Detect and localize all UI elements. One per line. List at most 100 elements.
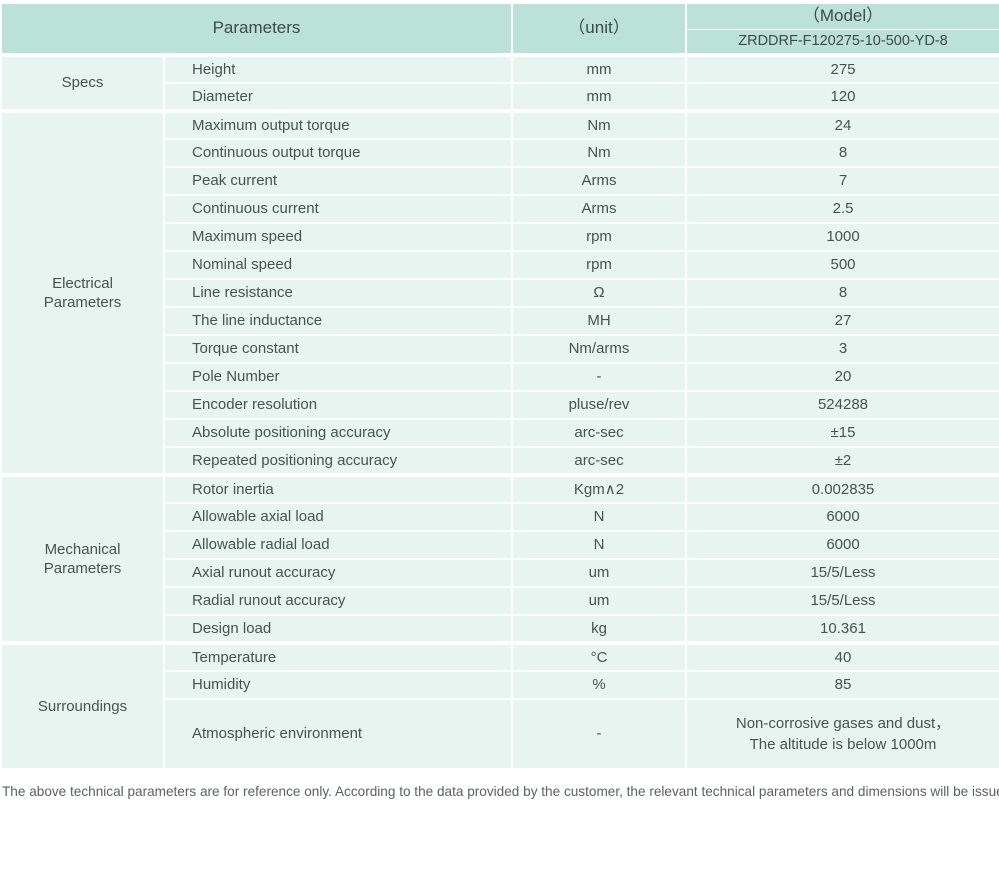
table-row: Allowable axial load N 6000 <box>1 502 999 532</box>
table-row: Maximum speed rpm 1000 <box>1 222 999 252</box>
unit-header: （unit） <box>511 2 687 56</box>
table-row: Encoder resolution pluse/rev 524288 <box>1 390 999 420</box>
table-row: Pole Number -20 <box>1 362 999 392</box>
parameter-value: 10.361 <box>685 614 999 644</box>
parameters-header: Parameters <box>0 2 513 56</box>
parameter-name: Continuous current <box>163 194 513 224</box>
parameter-unit: Arms <box>511 166 687 196</box>
group-label: Mechanical Parameters <box>0 474 165 644</box>
parameter-value: 120 <box>685 82 999 112</box>
parameter-unit: rpm <box>511 250 687 280</box>
parameter-name: Absolute positioning accuracy <box>163 418 513 448</box>
table-row: Continuous output torque Nm 8 <box>1 138 999 168</box>
parameter-unit: arc-sec <box>511 446 687 476</box>
parameter-unit: Nm <box>511 138 687 168</box>
parameter-unit: Ω <box>511 278 687 308</box>
parameter-unit: N <box>511 530 687 560</box>
parameter-unit: Nm <box>511 110 687 140</box>
parameter-unit: % <box>511 670 687 700</box>
spec-table: Parameters （unit） （Model） ZRDDRF-F120275… <box>0 2 999 770</box>
table-row: Atmospheric environment - Non-corrosive ga… <box>1 698 999 770</box>
parameter-value: ±2 <box>685 446 999 476</box>
footnote: The above technical parameters are for r… <box>2 784 999 799</box>
table-row: Peak current Arms 7 <box>1 166 999 196</box>
parameter-unit: kg <box>511 614 687 644</box>
parameter-unit: Arms <box>511 194 687 224</box>
parameter-value: 8 <box>685 138 999 168</box>
parameter-name: The line inductance <box>163 306 513 336</box>
table-row: Repeated positioning accuracy arc-sec ±2 <box>1 446 999 476</box>
group-surroundings: Surroundings Temperature °C 40 Humidity% 85 At… <box>0 642 999 770</box>
parameter-value: 524288 <box>685 390 999 420</box>
parameter-value: Non-corrosive gases and dust， The altitud… <box>685 698 999 770</box>
table-row: Mechanical Parameters Rotor inertia Kgm∧2 0… <box>0 474 999 644</box>
parameter-value: 24 <box>685 110 999 140</box>
group-label: Electrical Parameters <box>0 110 165 476</box>
parameter-unit: pluse/rev <box>511 390 687 420</box>
parameter-value: 8 <box>685 278 999 308</box>
table-row: Allowable radial load N 6000 <box>1 530 999 560</box>
parameter-unit: um <box>511 558 687 588</box>
table-row: Specs Height mm 275 <box>0 54 999 112</box>
parameter-unit: - <box>511 362 687 392</box>
group-label: Surroundings <box>0 642 165 770</box>
parameter-unit: rpm <box>511 222 687 252</box>
table-row: Surroundings Temperature °C 40 <box>0 642 999 770</box>
parameter-unit: Kgm∧2 <box>511 474 687 504</box>
parameter-name: Radial runout accuracy <box>163 586 513 616</box>
parameter-value: 1000 <box>685 222 999 252</box>
table-row: Line resistance Ω 8 <box>1 278 999 308</box>
parameter-value: 85 <box>685 670 999 700</box>
parameter-name: Peak current <box>163 166 513 196</box>
parameter-value: 3 <box>685 334 999 364</box>
parameter-unit: N <box>511 502 687 532</box>
parameter-unit: °C <box>511 642 687 672</box>
group-mechanical-parameters: Mechanical Parameters Rotor inertia Kgm∧2 0… <box>0 474 999 644</box>
parameter-name: Allowable radial load <box>163 530 513 560</box>
table-row: The line inductance MH 27 <box>1 306 999 336</box>
parameter-name: Continuous output torque <box>163 138 513 168</box>
parameter-name: Humidity <box>163 670 513 700</box>
parameter-name: Repeated positioning accuracy <box>163 446 513 476</box>
table-row: Electrical Parameters Maximum output torq… <box>0 110 999 476</box>
table-row: Radial runout accuracy um 15/5/Less <box>1 586 999 616</box>
model-header: （Model） <box>685 2 999 30</box>
parameter-value: 500 <box>685 250 999 280</box>
parameter-value: 2.5 <box>685 194 999 224</box>
parameter-name: Rotor inertia <box>163 474 513 504</box>
parameter-name: Nominal speed <box>163 250 513 280</box>
parameter-unit: mm <box>511 54 687 84</box>
group-specs: Specs Height mm 275 Diameter mm 120 <box>0 54 999 112</box>
group-electrical-parameters: Electrical Parameters Maximum output torq… <box>0 110 999 476</box>
parameter-name: Design load <box>163 614 513 644</box>
table-row: Diameter mm 120 <box>1 82 999 112</box>
parameter-name: Maximum output torque <box>163 110 513 140</box>
parameter-value: 275 <box>685 54 999 84</box>
parameter-value: 27 <box>685 306 999 336</box>
parameter-unit: MH <box>511 306 687 336</box>
parameter-value: ±15 <box>685 418 999 448</box>
table-row: Axial runout accuracy um 15/5/Less <box>1 558 999 588</box>
parameter-name: Pole Number <box>163 362 513 392</box>
table-row: Design load kg 10.361 <box>1 614 999 644</box>
parameter-unit: arc-sec <box>511 418 687 448</box>
parameter-unit: um <box>511 586 687 616</box>
parameter-name: Atmospheric environment <box>163 698 513 770</box>
spec-table-header: Parameters （unit） （Model） ZRDDRF-F120275… <box>0 2 999 56</box>
parameter-name: Maximum speed <box>163 222 513 252</box>
parameter-name: Encoder resolution <box>163 390 513 420</box>
parameter-name: Allowable axial load <box>163 502 513 532</box>
parameter-value: 0.002835 <box>685 474 999 504</box>
table-row: Humidity% 85 <box>1 670 999 700</box>
parameter-value: 6000 <box>685 530 999 560</box>
parameter-value: 20 <box>685 362 999 392</box>
parameter-value: 40 <box>685 642 999 672</box>
parameter-name: Line resistance <box>163 278 513 308</box>
parameter-name: Axial runout accuracy <box>163 558 513 588</box>
parameter-unit: - <box>511 698 687 770</box>
table-row: Continuous current Arms 2.5 <box>1 194 999 224</box>
parameter-value: 7 <box>685 166 999 196</box>
table-row: Absolute positioning accuracy arc-sec ±15 <box>1 418 999 448</box>
parameter-name: Height <box>163 54 513 84</box>
parameter-name: Torque constant <box>163 334 513 364</box>
